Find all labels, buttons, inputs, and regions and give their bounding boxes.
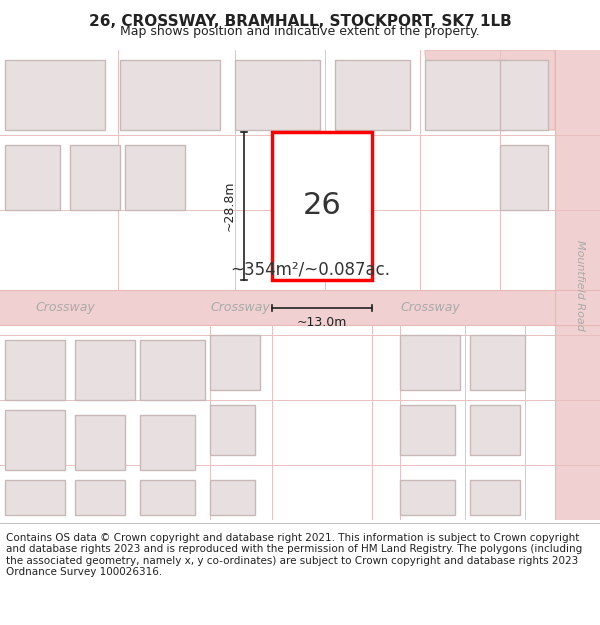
Text: Crossway: Crossway [210, 301, 270, 314]
Bar [280, 162, 364, 255]
Bar [75, 480, 125, 515]
PathPatch shape [425, 50, 555, 130]
Bar [140, 480, 195, 515]
Bar [5, 145, 60, 210]
Bar [235, 60, 320, 130]
Bar [5, 340, 65, 400]
Bar [210, 480, 255, 515]
Bar [70, 145, 120, 210]
Text: 26, CROSSWAY, BRAMHALL, STOCKPORT, SK7 1LB: 26, CROSSWAY, BRAMHALL, STOCKPORT, SK7 1… [89, 14, 511, 29]
Bar [470, 335, 525, 390]
Bar [335, 60, 410, 130]
Bar [5, 410, 65, 470]
Bar [400, 335, 460, 390]
Bar [210, 335, 260, 390]
Text: 26: 26 [302, 191, 341, 221]
Bar [140, 415, 195, 470]
Text: Mountfield Road: Mountfield Road [575, 239, 585, 331]
Bar [75, 340, 135, 400]
Text: ~354m²/~0.087ac.: ~354m²/~0.087ac. [230, 260, 390, 278]
Text: ~13.0m: ~13.0m [297, 316, 347, 329]
Bar [140, 340, 205, 400]
Bar [272, 132, 372, 280]
Text: Crossway: Crossway [400, 301, 460, 314]
Text: Crossway: Crossway [35, 301, 95, 314]
Bar [500, 145, 548, 210]
Bar [470, 480, 520, 515]
Bar [470, 405, 520, 455]
Bar [555, 50, 600, 520]
Text: Contains OS data © Crown copyright and database right 2021. This information is : Contains OS data © Crown copyright and d… [6, 532, 582, 578]
Bar [5, 480, 65, 515]
Bar [75, 415, 125, 470]
Bar [500, 60, 548, 130]
Bar [425, 60, 505, 130]
Bar [400, 480, 455, 515]
Bar [125, 145, 185, 210]
Bar [400, 405, 455, 455]
Text: ~28.8m: ~28.8m [223, 181, 236, 231]
Bar [5, 60, 105, 130]
Bar [120, 60, 220, 130]
Bar [210, 405, 255, 455]
Bar [0, 290, 600, 325]
Text: Map shows position and indicative extent of the property.: Map shows position and indicative extent… [120, 24, 480, 38]
